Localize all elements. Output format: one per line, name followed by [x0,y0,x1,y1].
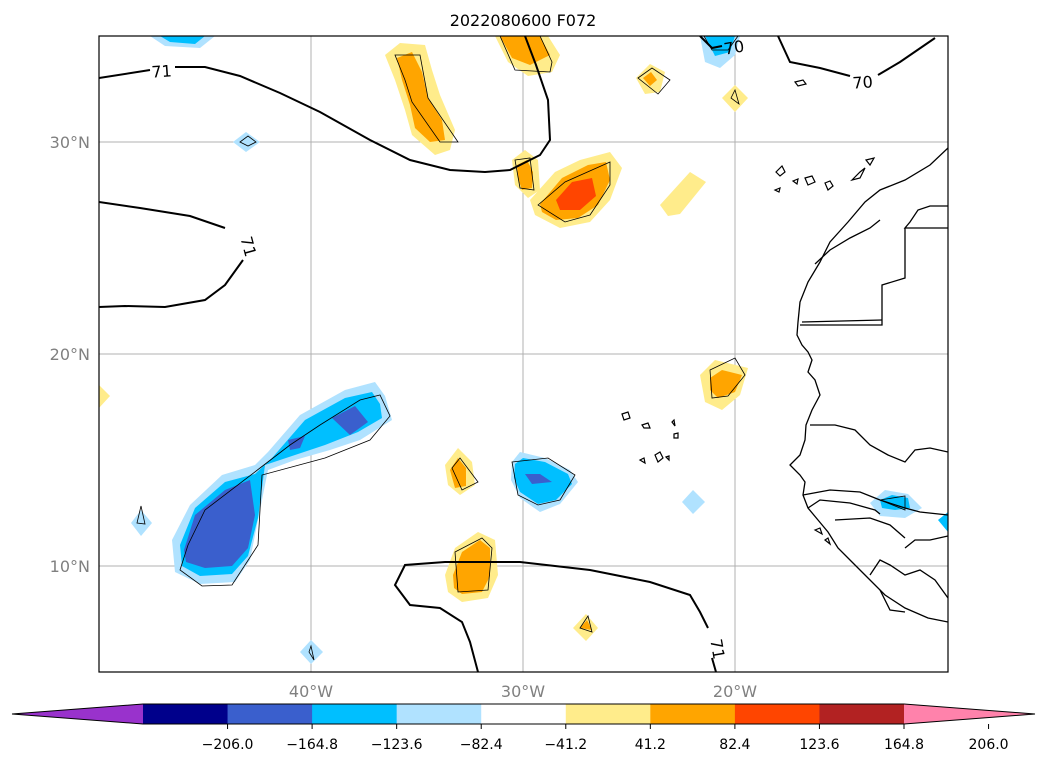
colorbar-tick-label: −82.4 [460,737,503,753]
colorbar-segment [396,704,482,724]
colorbar-extend-high [904,704,1035,724]
map-frame [98,35,949,673]
contour-label-1: 71 [151,61,173,81]
colorbar-segment [143,704,229,724]
colorbar-tick-label: −41.2 [544,737,587,753]
map-title: 2022080600 F072 [450,11,597,30]
x-axis-labels: 40°W 30°W 20°W [289,682,757,701]
coastlines [789,147,948,623]
lat-label-20n: 20°N [50,345,90,364]
lat-label-10n: 10°N [50,557,90,576]
colorbar-segment [565,704,651,724]
colorbar-segment [819,704,905,724]
lon-label-20w: 20°W [713,682,757,701]
colorbar-segment [481,704,567,724]
colorbar-segment [734,704,820,724]
colorbar-tick-label: 206.0 [969,737,1009,753]
y-axis-labels: 30°N 20°N 10°N [50,133,90,576]
lon-label-40w: 40°W [289,682,333,701]
lon-label-30w: 30°W [501,682,545,701]
anomaly-outlines [136,36,906,661]
thick-contours [99,36,936,672]
colorbar-tick-label: −164.8 [286,737,338,753]
negative-anomaly-areas [131,36,948,664]
islands [621,79,876,546]
contour-label-4: 70 [852,72,874,92]
positive-anomaly-areas [99,36,748,641]
colorbar-outline [11,703,1036,725]
contour-labels: 71 71 70 70 71 [151,36,874,660]
colorbar-extend-low [12,704,143,724]
contour-label-3: 70 [722,36,745,58]
colorbar-tick-label: 164.8 [884,737,924,753]
colorbar-tick-label: 41.2 [635,737,666,753]
colorbar-tick-label: −206.0 [202,737,254,753]
colorbar-segment [312,704,398,724]
contour-label-5: 71 [706,637,728,660]
colorbar-tick-label: −123.6 [371,737,423,753]
colorbar-tick-label: 82.4 [719,737,750,753]
colorbar-ticks: −206.0 −164.8 −123.6 −82.4 −41.2 41.2 82.4 123.… [202,724,1009,753]
colorbar-tick-label: 123.6 [799,737,839,753]
colorbar-segment [227,704,313,724]
colorbar-segment [650,704,736,724]
contour-label-2: 71 [237,234,261,259]
lat-label-30n: 30°N [50,133,90,152]
colorbar: −206.0 −164.8 −123.6 −82.4 −41.2 41.2 82.4 123.… [11,703,1036,753]
colorbar-segments [11,703,1036,725]
map-panel: 71 71 70 70 71 [99,36,948,672]
